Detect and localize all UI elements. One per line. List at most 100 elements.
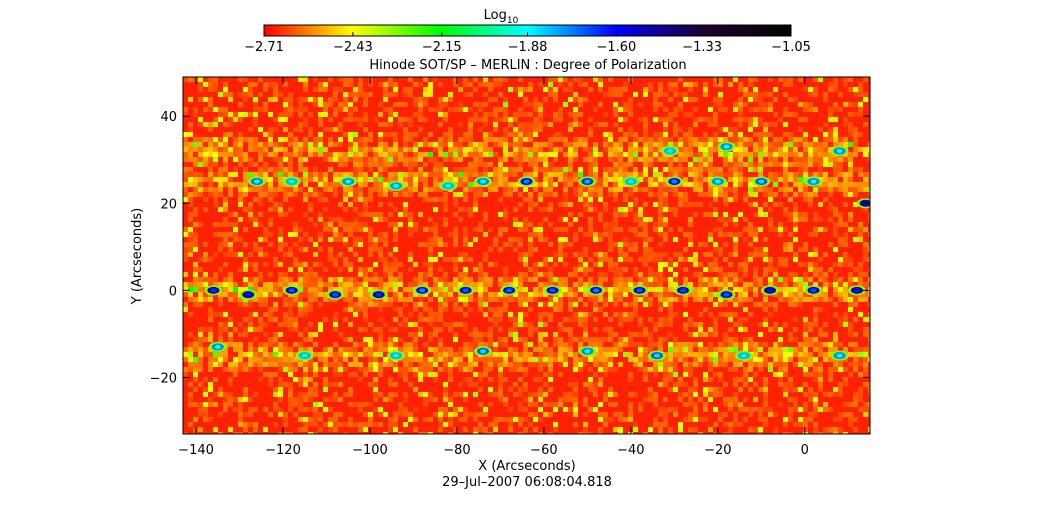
heatmap-cell	[518, 387, 523, 392]
heatmap-cell	[603, 367, 608, 372]
heatmap-cell	[498, 317, 503, 322]
heatmap-cell	[313, 297, 318, 302]
heatmap-cell	[768, 102, 773, 107]
heatmap-cell	[813, 92, 818, 97]
heatmap-cell	[703, 152, 708, 157]
heatmap-cell	[753, 227, 758, 232]
heatmap-cell	[773, 157, 778, 162]
heatmap-cell	[848, 217, 853, 222]
heatmap-cell	[253, 187, 258, 192]
heatmap-cell	[603, 182, 608, 187]
heatmap-cell	[418, 377, 423, 382]
heatmap-cell	[613, 207, 618, 212]
heatmap-cell	[363, 227, 368, 232]
heatmap-cell	[563, 277, 568, 282]
heatmap-cell	[803, 107, 808, 112]
heatmap-cell	[183, 347, 188, 352]
heatmap-cell	[818, 277, 823, 282]
heatmap-cell	[788, 387, 793, 392]
heatmap-cell	[848, 192, 853, 197]
heatmap-cell	[208, 82, 213, 87]
heatmap-cell	[858, 267, 863, 272]
heatmap-cell	[548, 152, 553, 157]
heatmap-cell	[563, 167, 568, 172]
heatmap-cell	[823, 322, 828, 327]
heatmap-cell	[778, 347, 783, 352]
heatmap-cell	[293, 127, 298, 132]
heatmap-cell	[318, 122, 323, 127]
heatmap-cell	[518, 112, 523, 117]
heatmap-cell	[443, 207, 448, 212]
heatmap-cell	[333, 157, 338, 162]
heatmap-cell	[643, 347, 648, 352]
heatmap-cell	[858, 227, 863, 232]
heatmap-cell	[338, 362, 343, 367]
heatmap-cell	[493, 152, 498, 157]
heatmap-cell	[813, 142, 818, 147]
heatmap-cell	[678, 392, 683, 397]
heatmap-cell	[393, 192, 398, 197]
heatmap-cell	[453, 307, 458, 312]
heatmap-cell	[458, 107, 463, 112]
heatmap-cell	[558, 147, 563, 152]
heatmap-cell	[628, 352, 633, 357]
heatmap-cell	[668, 82, 673, 87]
heatmap-cell	[678, 77, 683, 82]
heatmap-cell	[323, 177, 328, 182]
heatmap-cell	[858, 282, 863, 287]
heatmap-cell	[303, 177, 308, 182]
heatmap-cell	[563, 77, 568, 82]
heatmap-cell	[308, 387, 313, 392]
heatmap-cell	[223, 137, 228, 142]
heatmap-cell	[513, 357, 518, 362]
heatmap-cell	[463, 312, 468, 317]
heatmap-cell	[308, 187, 313, 192]
heatmap-cell	[198, 142, 203, 147]
heatmap-cell	[798, 217, 803, 222]
heatmap-cell	[713, 332, 718, 337]
heatmap-cell	[363, 402, 368, 407]
heatmap-cell	[553, 332, 558, 337]
heatmap-cell	[568, 167, 573, 172]
heatmap-cell	[608, 222, 613, 227]
heatmap-cell	[293, 107, 298, 112]
heatmap-cell	[418, 367, 423, 372]
heatmap-cell	[338, 172, 343, 177]
heatmap-cell	[408, 267, 413, 272]
heatmap-cell	[383, 82, 388, 87]
heatmap-cell	[733, 302, 738, 307]
heatmap-cell	[308, 332, 313, 337]
heatmap-cell	[518, 297, 523, 302]
heatmap-cell	[688, 182, 693, 187]
heatmap-cell	[388, 252, 393, 257]
heatmap-cell	[443, 137, 448, 142]
heatmap-cell	[208, 327, 213, 332]
heatmap-cell	[783, 187, 788, 192]
heatmap-cell	[208, 257, 213, 262]
heatmap-cell	[618, 312, 623, 317]
heatmap-cell	[313, 292, 318, 297]
heatmap-cell	[588, 167, 593, 172]
heatmap-cell	[563, 397, 568, 402]
heatmap-cell	[613, 162, 618, 167]
heatmap-cell	[863, 327, 868, 332]
heatmap-cell	[668, 97, 673, 102]
heatmap-cell	[493, 182, 498, 187]
heatmap-cell	[413, 152, 418, 157]
heatmap-cell	[433, 277, 438, 282]
heatmap-cell	[328, 222, 333, 227]
heatmap-cell	[468, 342, 473, 347]
heatmap-cell	[848, 282, 853, 287]
heatmap-cell	[183, 167, 188, 172]
heatmap-cell	[223, 107, 228, 112]
heatmap-cell	[368, 92, 373, 97]
heatmap-cell	[808, 392, 813, 397]
heatmap-cell	[778, 357, 783, 362]
heatmap-cell	[713, 347, 718, 352]
heatmap-cell	[618, 282, 623, 287]
heatmap-cell	[718, 217, 723, 222]
heatmap-cell	[413, 367, 418, 372]
heatmap-cell	[583, 157, 588, 162]
heatmap-cell	[228, 377, 233, 382]
heatmap-cell	[193, 212, 198, 217]
